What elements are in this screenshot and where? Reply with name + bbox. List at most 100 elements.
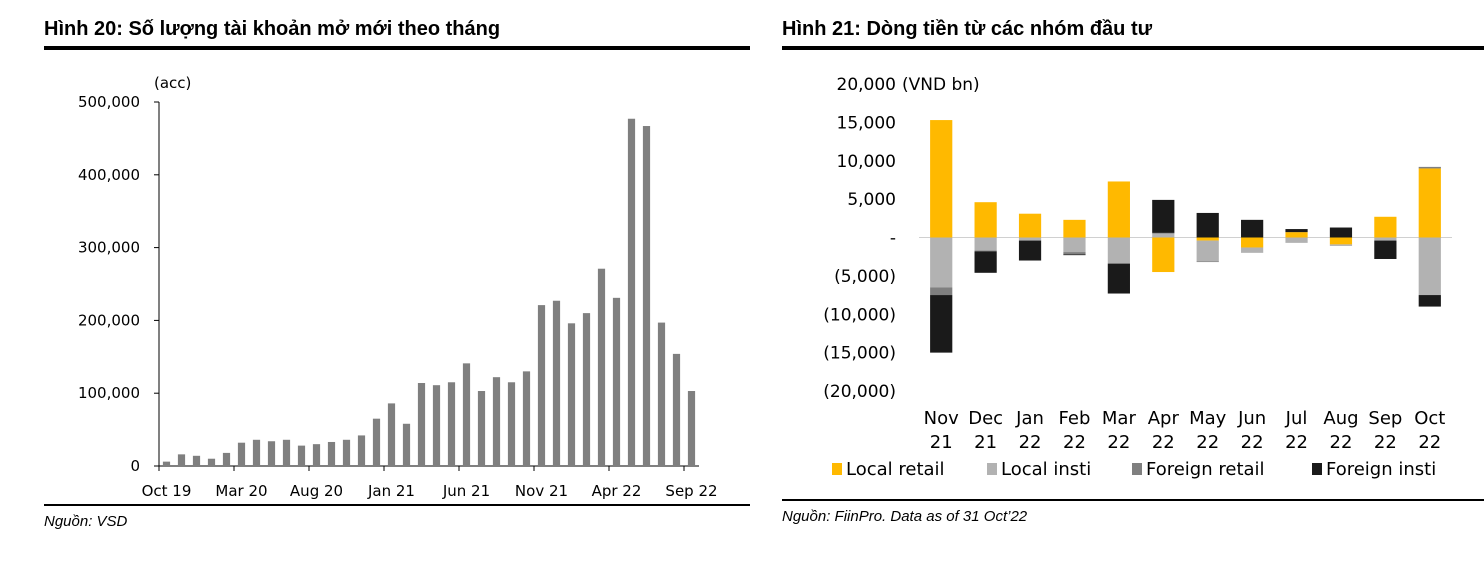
bar-segment-local-retail	[1152, 237, 1175, 273]
x-tick-label: Oct 19	[142, 482, 192, 500]
bar-segment-local-insti	[1418, 237, 1441, 296]
bar	[672, 353, 681, 466]
y-tick-label: 20,000	[837, 75, 896, 95]
bar-segment-local-insti	[974, 237, 997, 251]
x-tick-label: Jun	[1237, 408, 1266, 429]
bar-segment-local-retail	[1018, 213, 1042, 238]
bar	[687, 391, 696, 466]
x-tick-label: Mar	[1102, 408, 1137, 429]
bar-segment-foreign-insti	[1241, 219, 1264, 238]
bar	[582, 313, 591, 466]
bar	[177, 454, 186, 466]
y-tick-label: 200,000	[78, 311, 140, 329]
bar	[567, 323, 576, 466]
x-tick-label: Jun 21	[442, 482, 490, 500]
x-tick-label: 21	[930, 432, 953, 453]
y-tick-label: (20,000)	[823, 382, 896, 402]
bar-segment-foreign-insti	[974, 251, 997, 273]
bar	[267, 441, 276, 466]
y-tick-label: (5,000)	[834, 267, 896, 287]
legend-swatch	[987, 463, 997, 475]
legend-swatch	[1132, 463, 1142, 475]
x-tick-label: 22	[1196, 432, 1219, 453]
bar-segment-foreign-retail	[1063, 252, 1086, 255]
bar	[237, 442, 246, 466]
bar	[312, 444, 321, 466]
bar	[537, 305, 546, 466]
legend-label: Foreign retail	[1146, 459, 1265, 480]
bar	[627, 118, 636, 466]
x-tick-label: 22	[1241, 432, 1264, 453]
x-tick-label: Dec	[968, 408, 1003, 429]
bar-segment-local-retail	[1418, 168, 1441, 238]
bar-segment-local-insti	[1374, 237, 1397, 241]
bar-segment-local-retail	[1329, 237, 1353, 245]
x-tick-label: Aug	[1323, 408, 1358, 429]
source-note: Nguồn: VSD	[44, 513, 128, 530]
bar	[492, 377, 501, 466]
x-tick-label: Jan 21	[367, 482, 415, 500]
bar	[462, 363, 471, 466]
bar-segment-local-retail	[1285, 232, 1308, 238]
y-unit-label: (VND bn)	[902, 75, 980, 95]
bar-segment-local-insti	[1241, 247, 1264, 253]
legend-label: Local retail	[846, 459, 945, 480]
legend-swatch	[832, 463, 842, 475]
bar-segment-local-insti	[1018, 237, 1042, 241]
y-tick-label: (10,000)	[823, 305, 896, 325]
bar	[612, 297, 621, 466]
bar-segment-foreign-retail	[974, 250, 997, 252]
figure-title: Hình 21: Dòng tiền từ các nhóm đầu tư	[782, 18, 1153, 40]
bar	[432, 385, 441, 466]
x-tick-label: Nov	[924, 408, 959, 429]
bar	[402, 423, 411, 466]
x-tick-label: Oct	[1414, 408, 1445, 429]
bar-segment-local-retail	[1241, 237, 1264, 248]
bar-segment-foreign-insti	[1374, 240, 1397, 259]
x-tick-label: Apr 22	[592, 482, 642, 500]
x-tick-label: Mar 20	[215, 482, 267, 500]
bar	[417, 383, 426, 466]
x-tick-label: Nov 21	[515, 482, 568, 500]
source-rule	[782, 499, 1484, 501]
bar-segment-foreign-insti	[1285, 229, 1308, 233]
source-note: Nguồn: FiinPro. Data as of 31 Oct’22	[782, 508, 1028, 525]
bar-segment-local-insti	[930, 237, 953, 288]
bar	[552, 300, 561, 466]
y-tick-label: 500,000	[78, 93, 140, 111]
legend-label: Foreign insti	[1326, 459, 1436, 480]
investor-flows-chart: (VND bn) 20,000 15,000 10,000 5,000 - (5,000) (…	[823, 75, 1452, 480]
bar-segment-foreign-insti	[1418, 295, 1441, 307]
bar-segment-local-retail	[1196, 237, 1219, 241]
y-tick-label: (15,000)	[823, 344, 896, 364]
legend-label: Local insti	[1001, 459, 1091, 480]
x-tick-label: Sep 22	[665, 482, 717, 500]
bar	[357, 435, 366, 466]
x-tick-label: Jan	[1015, 408, 1044, 429]
y-tick-label: 400,000	[78, 166, 140, 184]
x-tick-label: Feb	[1059, 408, 1091, 429]
legend-swatch	[1312, 463, 1322, 475]
bar	[447, 382, 456, 466]
bar	[522, 371, 531, 466]
y-tick-label: 15,000	[837, 113, 896, 133]
bar	[297, 445, 306, 466]
bar	[327, 441, 336, 466]
account-openings-chart: (acc) 0 100,000 200,000 300,000 400,000 500,00…	[78, 74, 718, 500]
bar	[207, 458, 216, 466]
y-tick-label: -	[890, 229, 896, 249]
bar-segment-local-insti	[1063, 237, 1086, 253]
bar	[642, 126, 651, 467]
y-tick-label: 0	[130, 457, 140, 475]
bar-segment-foreign-retail	[1152, 232, 1175, 234]
bar-segment-local-retail	[1374, 216, 1397, 238]
bar-segment-foreign-insti	[1018, 240, 1042, 261]
y-tick-label: 10,000	[837, 152, 896, 172]
bar	[477, 391, 486, 466]
bar-segment-local-retail	[974, 202, 997, 238]
bar	[597, 268, 606, 466]
y-tick-label: 300,000	[78, 239, 140, 257]
bar-segment-foreign-retail	[1196, 261, 1219, 263]
bar	[507, 382, 516, 466]
y-tick-label: 100,000	[78, 384, 140, 402]
